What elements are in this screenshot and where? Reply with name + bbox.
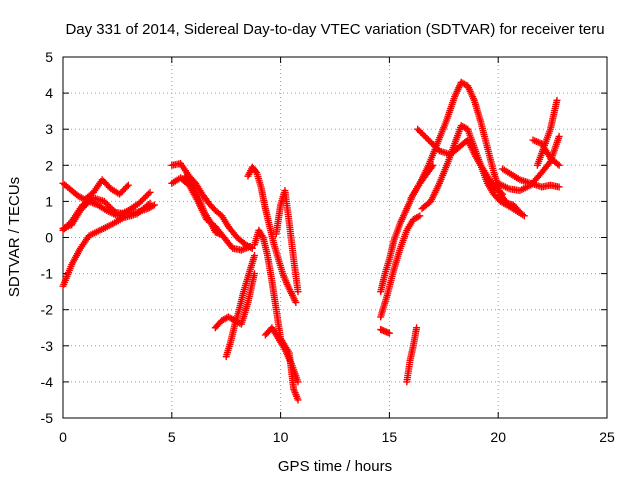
x-tick-labels: 0 5 10 15 20 25 <box>59 429 615 445</box>
data-point <box>423 134 431 142</box>
series-s15 <box>377 212 424 321</box>
data-point <box>418 130 426 138</box>
data-point <box>520 212 528 220</box>
y-tick-label: -1 <box>41 266 54 282</box>
data-point <box>294 288 302 296</box>
data-point <box>428 139 436 147</box>
data-point <box>429 141 437 149</box>
data-point <box>555 161 563 169</box>
y-tick-labels: -5 -4 -3 -2 -1 0 1 2 3 4 5 <box>41 49 54 426</box>
y-axis-label: SDTVAR / TECUs <box>6 177 23 297</box>
x-tick-label: 10 <box>273 429 289 445</box>
data-point <box>432 144 440 152</box>
data-point <box>108 205 116 213</box>
data-point <box>103 200 111 208</box>
data-point <box>414 125 422 133</box>
data-point <box>246 243 254 251</box>
data-point <box>294 378 302 386</box>
data-point <box>123 183 131 191</box>
data-point <box>416 212 424 220</box>
data-point <box>150 201 158 209</box>
data-point <box>294 396 302 404</box>
y-tick-label: -3 <box>41 338 54 354</box>
data-point <box>426 138 434 146</box>
data-point <box>149 202 157 210</box>
data-point <box>250 252 258 260</box>
y-tick-label: 1 <box>45 193 53 209</box>
series-s9 <box>272 187 302 296</box>
data-point <box>420 131 428 139</box>
data-point <box>140 195 148 203</box>
data-point <box>431 142 439 150</box>
y-tick-label: 5 <box>45 49 53 65</box>
data-point <box>497 189 505 197</box>
data-point <box>105 202 113 210</box>
data-point <box>417 128 425 136</box>
y-tick-label: -4 <box>41 374 54 390</box>
series-s22 <box>499 165 563 191</box>
series-s18 <box>407 78 524 216</box>
x-tick-label: 25 <box>599 429 615 445</box>
data-point <box>141 193 149 201</box>
data-point <box>499 190 507 198</box>
series-s16 <box>377 326 393 337</box>
series-s21 <box>494 132 563 195</box>
series-s13 <box>261 324 302 386</box>
y-tick-label: -2 <box>41 302 54 318</box>
series-s4 <box>59 194 158 234</box>
series-s5 <box>168 159 256 252</box>
data-point <box>143 191 151 199</box>
data-point <box>137 198 145 206</box>
data-point <box>102 199 110 207</box>
x-tick-label: 0 <box>59 429 67 445</box>
y-tick-label: 2 <box>45 157 53 173</box>
data-point <box>414 213 422 221</box>
data-point <box>415 127 423 135</box>
x-tick-label: 15 <box>382 429 398 445</box>
data-point <box>100 197 108 205</box>
series-s20 <box>414 125 507 198</box>
y-tick-label: 0 <box>45 230 53 246</box>
series-s8 <box>244 163 300 306</box>
x-axis-label: GPS time / hours <box>278 458 392 475</box>
data-point <box>292 298 300 306</box>
data-point <box>124 181 132 189</box>
series-s11 <box>222 252 258 361</box>
data-point <box>555 183 563 191</box>
data-point <box>425 136 433 144</box>
series-s1 <box>59 176 132 204</box>
data-point <box>135 199 143 207</box>
y-tick-label: 3 <box>45 121 53 137</box>
series-s24 <box>529 136 563 169</box>
y-tick-label: 4 <box>45 85 53 101</box>
x-tick-label: 5 <box>168 429 176 445</box>
grid <box>63 57 607 418</box>
series-s17 <box>403 324 421 386</box>
data-point <box>107 204 115 212</box>
y-tick-label: -5 <box>41 410 54 426</box>
data-point <box>216 230 224 238</box>
data-point <box>553 96 561 104</box>
data-point <box>555 132 563 140</box>
data-point <box>385 329 393 337</box>
data-point <box>146 188 154 196</box>
data-point <box>138 196 146 204</box>
series-s7 <box>181 172 224 238</box>
axis-ticks <box>62 56 608 419</box>
x-tick-label: 20 <box>490 429 506 445</box>
data-points <box>59 78 563 404</box>
data-point <box>421 133 429 141</box>
data-point <box>144 190 152 198</box>
data-point <box>554 160 562 168</box>
data-point <box>413 324 421 332</box>
chart-title: Day 331 of 2014, Sidereal Day-to-day VTE… <box>65 21 604 38</box>
